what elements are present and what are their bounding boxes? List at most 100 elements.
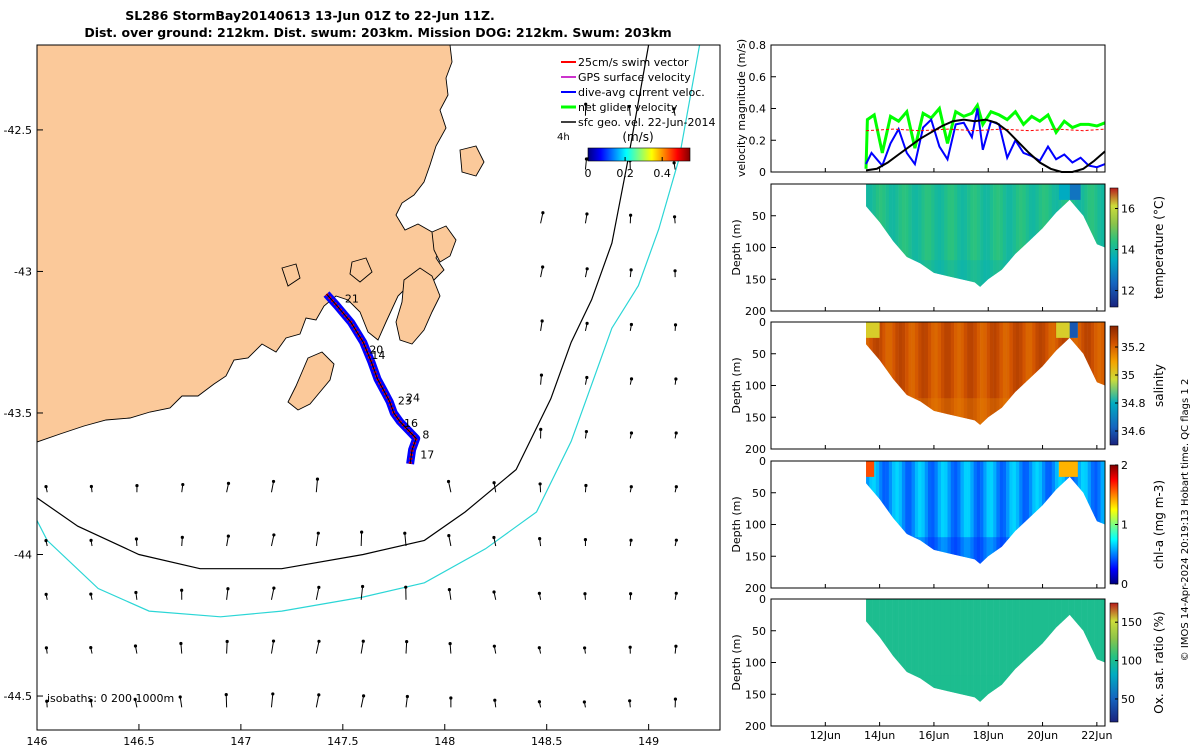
map-x-tick-label: 147.5 [327, 735, 359, 748]
velocity-y-tick-label: 0 [759, 166, 766, 179]
section-depth-tick-label: 200 [745, 443, 766, 456]
section-ylabel: Depth (m) [730, 357, 743, 413]
day-label-16-5: 16 [404, 417, 418, 430]
geostrophic-vector-field [44, 102, 678, 708]
day-label-23-4: 23 [398, 394, 412, 407]
map-y-tick-label: -42.5 [4, 124, 32, 137]
glider-track-line [326, 293, 417, 464]
geo-vector [674, 377, 678, 385]
geo-vector [674, 644, 678, 654]
section-depth-tick-label: 200 [745, 305, 766, 318]
time-tick-label: 14Jun [864, 729, 895, 742]
geo-vector [673, 269, 677, 278]
geo-vector [446, 479, 452, 493]
geo-vector [181, 482, 185, 493]
section-colorbar-tick-label: 14 [1121, 244, 1135, 257]
geo-vector [674, 538, 678, 547]
velocity-ylabel: velocity magnitude (m/s) [735, 39, 748, 177]
geo-vector [629, 592, 633, 600]
section-surface-band [866, 461, 875, 477]
geo-vector [539, 373, 544, 385]
geo-vector [44, 592, 48, 600]
section-colorbar-tick-label: 150 [1121, 616, 1142, 629]
land-mass [37, 45, 453, 443]
section-depth-tick-label: 100 [745, 519, 766, 532]
legend-dive-avg: dive-avg current veloc. [578, 86, 705, 99]
legend-net-glider: net glider velocity [578, 101, 678, 114]
island-tasman-peninsula [395, 267, 441, 345]
colorbar-tick-label: 0 [585, 167, 592, 180]
geo-vector [270, 479, 276, 493]
section-ylabel: Depth (m) [730, 219, 743, 275]
velocity-y-tick-label: 0.6 [749, 71, 767, 84]
geo-vector [44, 539, 48, 547]
geo-vector [405, 694, 409, 708]
chla-section: 0 50 100 150 200 Depth (m) 0 1 2 chl-a (mg m-3) [730, 455, 1166, 595]
geo-vector [135, 483, 139, 493]
geo-vector [537, 646, 542, 654]
timing-label: 4h [557, 132, 570, 143]
geo-vector [628, 699, 632, 708]
section-colorbar-tick-label: 1 [1121, 519, 1128, 532]
geo-vector [672, 215, 677, 224]
geo-vector [44, 646, 49, 654]
geo-vector [360, 694, 366, 708]
day-label-21-0: 21 [345, 293, 359, 306]
geo-vector [226, 481, 231, 493]
section-depth-tick-label: 150 [745, 688, 766, 701]
time-ticks-panel-1 [824, 307, 1098, 311]
geo-vector [538, 482, 542, 493]
time-tick-labels: 12Jun 14Jun 16Jun 18Jun 20Jun 22Jun [810, 729, 1113, 742]
geo-vector [405, 640, 409, 654]
geo-vector [89, 484, 93, 493]
geo-vector [134, 537, 139, 547]
island-maria [431, 225, 457, 263]
section-depth-tick-label: 150 [745, 550, 766, 563]
time-tick-label: 12Jun [810, 729, 841, 742]
geo-vector [226, 534, 230, 547]
geo-vector [180, 535, 184, 547]
figure-title-line2: Dist. over ground: 212km. Dist. swum: 20… [84, 25, 671, 40]
map-x-tick-label: 146 [27, 735, 48, 748]
credit-line: © IMOS 14-Apr-2024 20:19:13 Hobart time.… [1180, 379, 1191, 662]
colorbar-tick-label: 0.2 [616, 167, 634, 180]
section-colorbar-label: Ox. sat. ratio (%) [1152, 611, 1166, 713]
geo-vector [583, 592, 587, 600]
geo-vector [179, 641, 183, 654]
geo-vector [540, 211, 545, 224]
geo-vector [447, 534, 452, 547]
map-x-tick-label: 148 [434, 735, 455, 748]
geo-vector [360, 639, 365, 654]
velocity-timeseries: 0 0.2 0.4 0.6 0.8 velocity magnitude (m/s) [735, 39, 1106, 179]
time-tick-label: 20Jun [1027, 729, 1058, 742]
geo-vector [270, 533, 276, 547]
map-y-ticks: -42.5 -43 -43.5 -44 -44.5 [4, 124, 43, 703]
geo-vector [538, 537, 542, 547]
section-surface-band [1069, 322, 1078, 338]
section-depth-tick-label: 150 [745, 411, 766, 424]
section-colorbar-tick-label: 0 [1121, 578, 1128, 591]
geo-vector [629, 485, 633, 493]
geo-vector [448, 642, 452, 654]
velocity-y-tick-label: 0.4 [749, 103, 767, 116]
geo-vector [584, 375, 589, 385]
map-y-tick-label: -43 [14, 265, 32, 278]
section-depth-tick-label: 0 [759, 593, 766, 606]
time-tick-label: 22Jun [1081, 729, 1112, 742]
figure-title-line1: SL286 StormBay20140613 13-Jun 01Z to 22-… [125, 8, 495, 23]
map-x-tick-label: 146.5 [123, 735, 155, 748]
section-surface-band [866, 322, 880, 338]
section-depth-tick-label: 0 [759, 455, 766, 468]
geo-vector [270, 639, 276, 654]
geo-vector [629, 377, 634, 385]
geo-vector [584, 157, 589, 170]
section-depth-tick-label: 200 [745, 582, 766, 595]
map-frame [36, 44, 721, 731]
geo-vector [403, 531, 407, 547]
velocity-series-0 [864, 101, 1106, 169]
legend-swim-vector: 25cm/s swim vector [578, 56, 689, 69]
geo-vector [584, 483, 588, 493]
speed-colorbar [587, 147, 691, 162]
